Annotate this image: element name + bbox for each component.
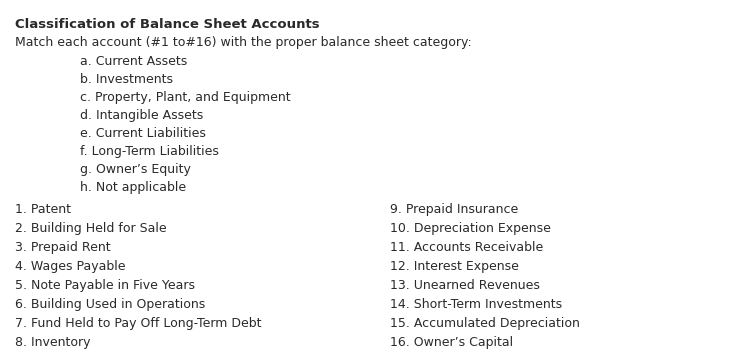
- Text: 15. Accumulated Depreciation: 15. Accumulated Depreciation: [390, 317, 580, 330]
- Text: b. Investments: b. Investments: [80, 73, 173, 86]
- Text: 1. Patent: 1. Patent: [15, 203, 71, 216]
- Text: 8. Inventory: 8. Inventory: [15, 336, 91, 349]
- Text: 7. Fund Held to Pay Off Long-Term Debt: 7. Fund Held to Pay Off Long-Term Debt: [15, 317, 262, 330]
- Text: 13. Unearned Revenues: 13. Unearned Revenues: [390, 279, 540, 292]
- Text: 5. Note Payable in Five Years: 5. Note Payable in Five Years: [15, 279, 195, 292]
- Text: c. Property, Plant, and Equipment: c. Property, Plant, and Equipment: [80, 91, 291, 104]
- Text: Classification of Balance Sheet Accounts: Classification of Balance Sheet Accounts: [15, 18, 320, 31]
- Text: 3. Prepaid Rent: 3. Prepaid Rent: [15, 241, 111, 254]
- Text: 6. Building Used in Operations: 6. Building Used in Operations: [15, 298, 206, 311]
- Text: a. Current Assets: a. Current Assets: [80, 55, 188, 68]
- Text: 9. Prepaid Insurance: 9. Prepaid Insurance: [390, 203, 518, 216]
- Text: 11. Accounts Receivable: 11. Accounts Receivable: [390, 241, 543, 254]
- Text: 14. Short-Term Investments: 14. Short-Term Investments: [390, 298, 562, 311]
- Text: 2. Building Held for Sale: 2. Building Held for Sale: [15, 222, 166, 235]
- Text: g. Owner’s Equity: g. Owner’s Equity: [80, 163, 190, 176]
- Text: d. Intangible Assets: d. Intangible Assets: [80, 109, 203, 122]
- Text: Match each account (#1 to#16) with the proper balance sheet category:: Match each account (#1 to#16) with the p…: [15, 36, 472, 49]
- Text: e. Current Liabilities: e. Current Liabilities: [80, 127, 206, 140]
- Text: 10. Depreciation Expense: 10. Depreciation Expense: [390, 222, 550, 235]
- Text: h. Not applicable: h. Not applicable: [80, 181, 186, 194]
- Text: f. Long-Term Liabilities: f. Long-Term Liabilities: [80, 145, 219, 158]
- Text: 4. Wages Payable: 4. Wages Payable: [15, 260, 125, 273]
- Text: 16. Owner’s Capital: 16. Owner’s Capital: [390, 336, 513, 349]
- Text: 12. Interest Expense: 12. Interest Expense: [390, 260, 519, 273]
